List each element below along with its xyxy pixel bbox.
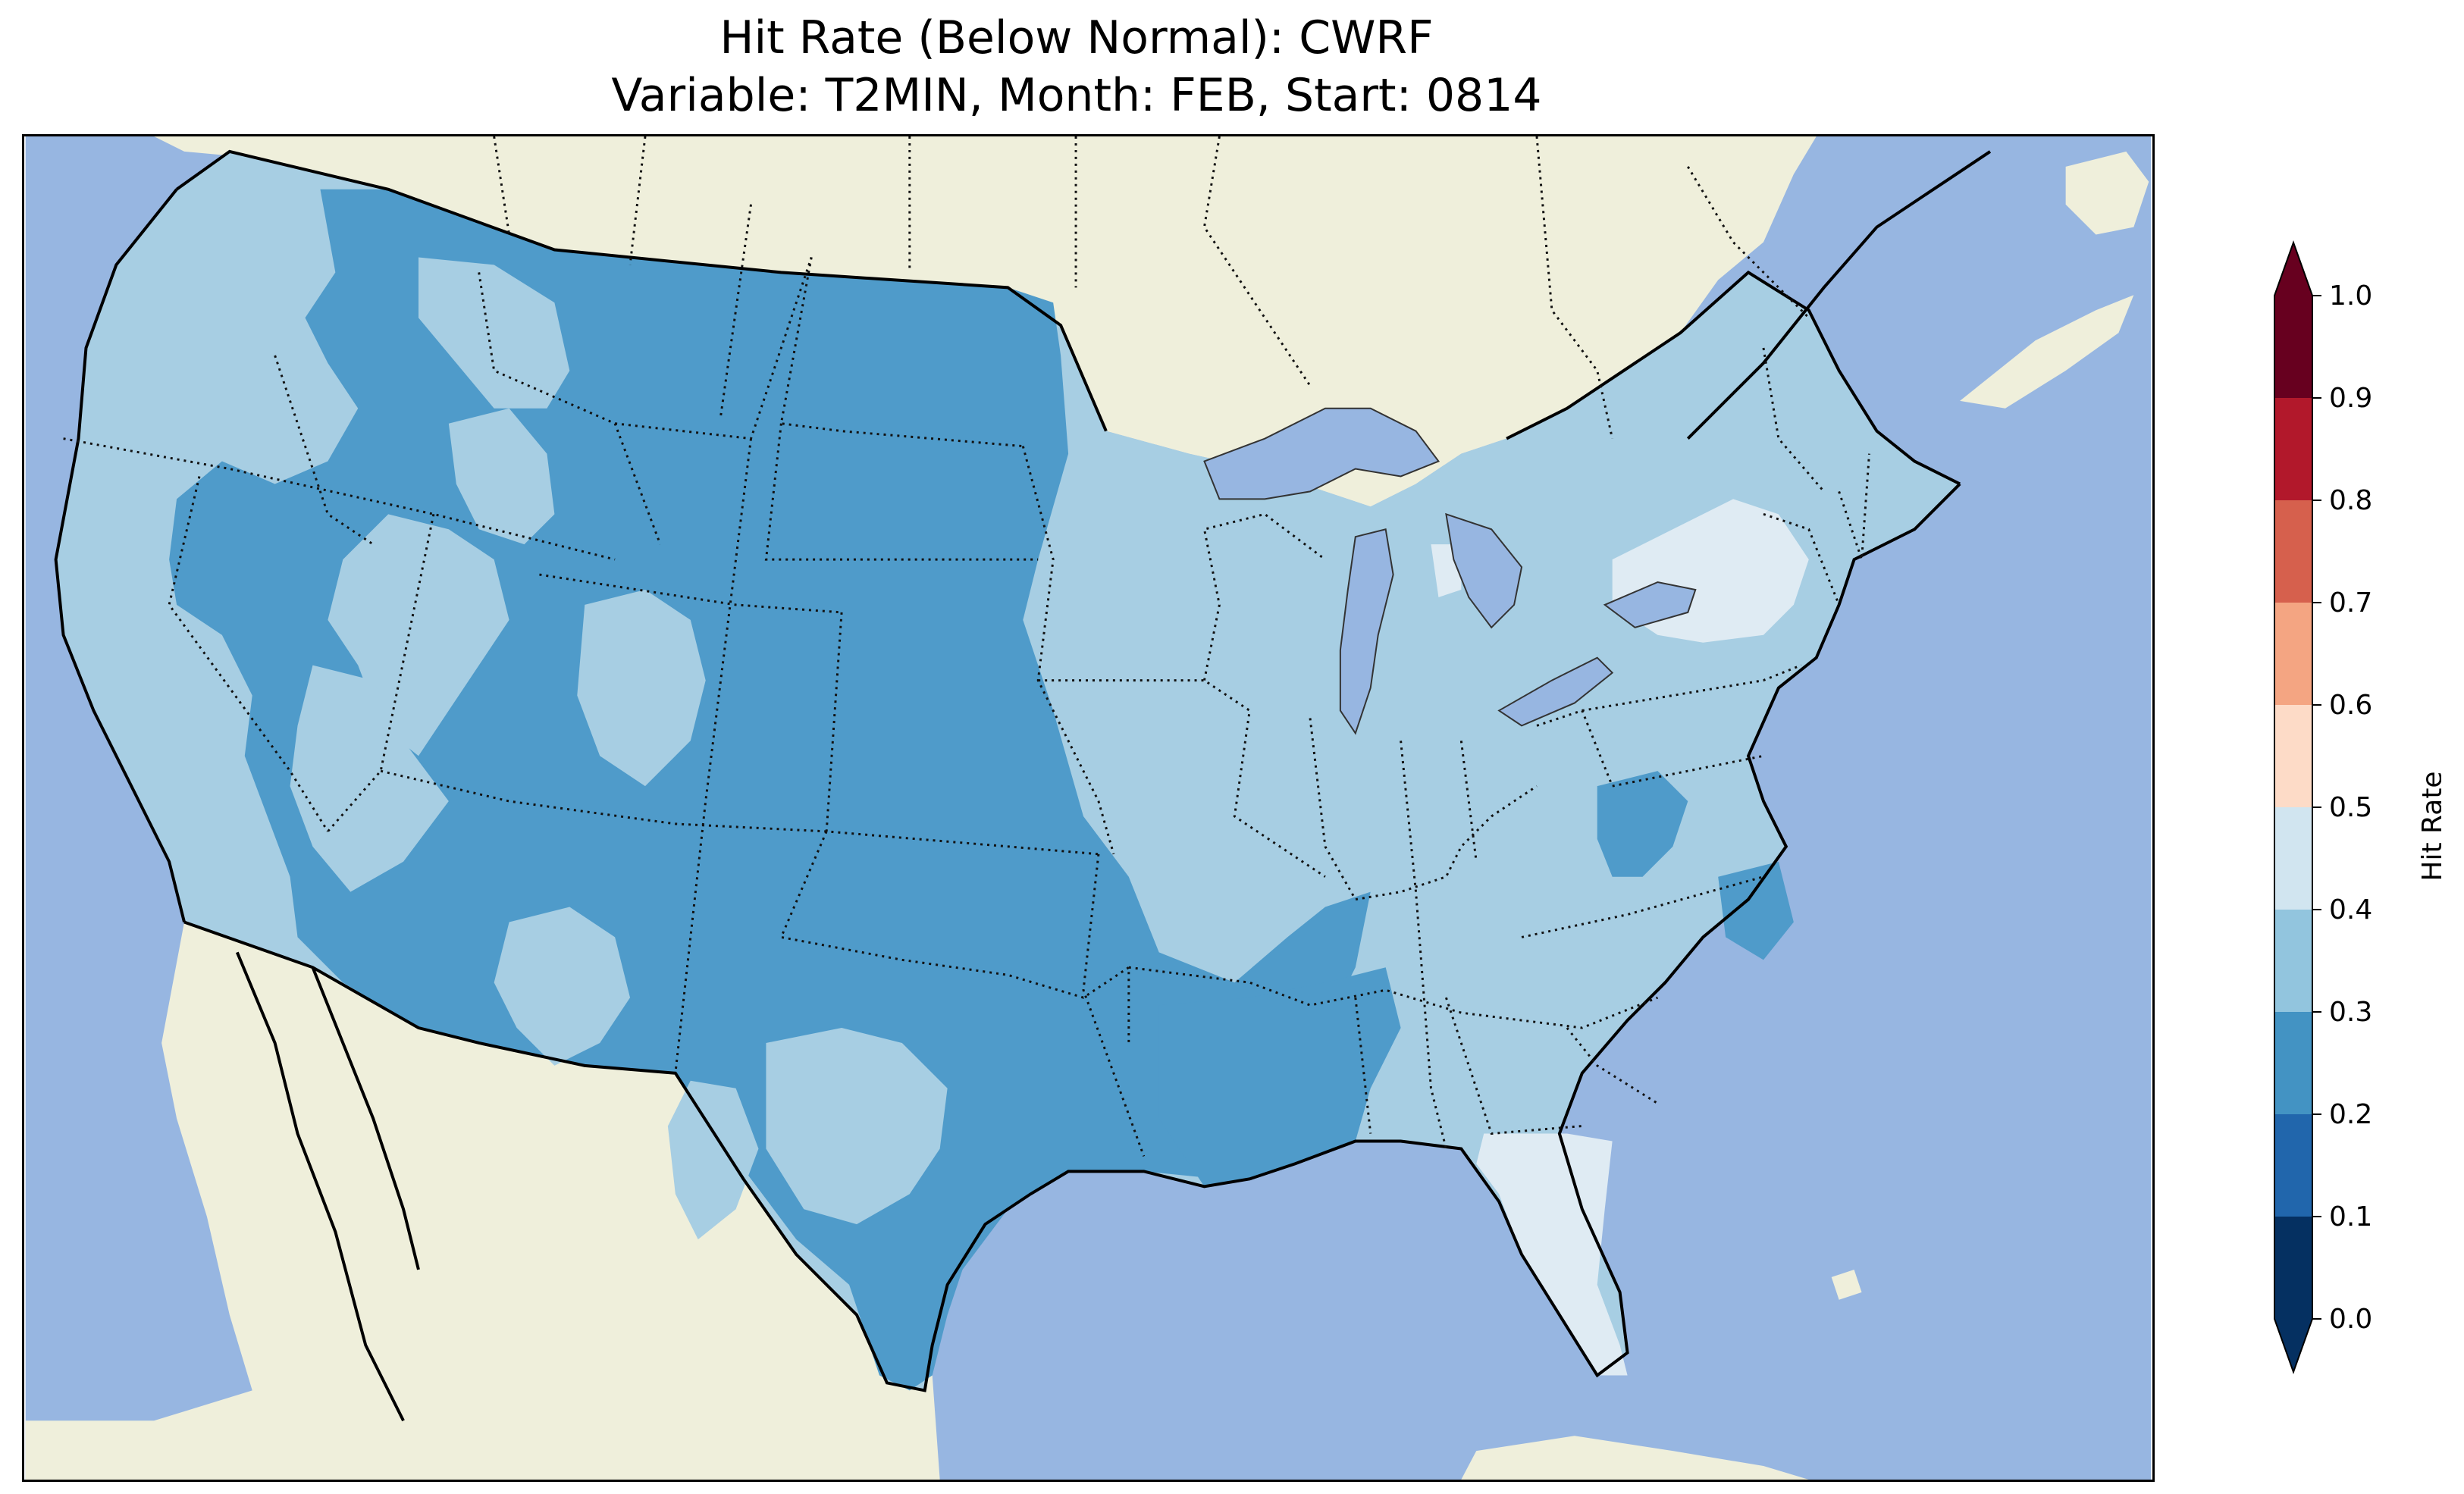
lake-ontario — [1603, 581, 1697, 628]
colorbar-tick-label: 0.7 — [2329, 587, 2372, 619]
lake-huron — [1445, 512, 1523, 629]
colorbar-bin — [2274, 500, 2312, 603]
colorbar-tick-label: 1.0 — [2329, 280, 2372, 312]
map-panel — [22, 134, 2155, 1482]
colorbar-tick-label: 0.3 — [2329, 997, 2372, 1028]
colorbar-tick-label: 0.8 — [2329, 485, 2372, 516]
cuba-land — [1461, 1436, 1809, 1480]
colorbar-label: Hit Rate — [2417, 771, 2441, 881]
colorado-hit-rate-0.3-0.4 — [577, 589, 706, 787]
southwest-hit-rate-0.3-0.4 — [290, 665, 449, 892]
map-title-line-1: Hit Rate (Below Normal): CWRF — [719, 11, 1434, 64]
lake-michigan — [1339, 528, 1394, 735]
west-texas-hit-rate-0.3-0.4 — [667, 1080, 759, 1240]
utah-hit-rate-0.3-0.4 — [448, 408, 555, 545]
colorbar-bin — [2274, 705, 2312, 807]
colorbar-tick-label: 0.9 — [2329, 383, 2372, 414]
colorbar-svg: 0.0 0.1 0.2 0.3 0.4 0.5 0.6 0.7 0.8 0.9 1.0 Hit Ra… — [2274, 240, 2448, 1374]
lower-mississippi-hit-rate-0.2-0.3 — [1158, 967, 1401, 1187]
colorbar-bin — [2274, 603, 2312, 705]
colorbar-tick-label: 0.6 — [2329, 690, 2372, 721]
map-title-line-2: Variable: T2MIN, Month: FEB, Start: 0814 — [611, 69, 1542, 122]
arizona-hit-rate-0.3-0.4 — [494, 907, 631, 1066]
florida-hit-rate-0.4-0.5 — [1476, 1133, 1628, 1376]
coastlines — [54, 149, 1992, 1422]
virginia-hit-rate-0.2-0.3 — [1597, 771, 1688, 877]
colorbar-bin — [2274, 398, 2312, 500]
state-borders — [63, 136, 1871, 1157]
hit-rate-field — [55, 151, 1961, 1391]
colorbar-bin — [2274, 1217, 2312, 1319]
newfoundland-land — [2065, 151, 2149, 235]
canada-land — [154, 136, 1817, 507]
bahamas-land — [1831, 1269, 1862, 1300]
colorbar-tick-label: 0.2 — [2329, 1099, 2372, 1130]
colorbar-bin — [2274, 1114, 2312, 1217]
colorbar-tick-label: 0.0 — [2329, 1304, 2372, 1335]
colorbar-extend-min — [2274, 1319, 2312, 1372]
colorbar-extend-max — [2274, 243, 2312, 296]
colorbar-bin — [2274, 296, 2312, 398]
lake-superior — [1203, 407, 1440, 500]
mexico-land — [25, 922, 940, 1480]
colorbar-tick-label: 0.1 — [2329, 1201, 2372, 1232]
lake-erie — [1497, 656, 1614, 727]
texas-hit-rate-0.3-0.4 — [766, 1028, 948, 1225]
great-lakes — [1203, 407, 1697, 735]
colorbar-bin — [2274, 807, 2312, 910]
colorbar-bin — [2274, 910, 2312, 1012]
colorbar-tick-label: 0.4 — [2329, 894, 2372, 926]
colorbar-tick-label: 0.5 — [2329, 792, 2372, 823]
colorbar: 0.0 0.1 0.2 0.3 0.4 0.5 0.6 0.7 0.8 0.9 1.0 Hit Ra… — [2244, 235, 2448, 1390]
colorbar-bin — [2274, 1012, 2312, 1114]
north-carolina-hit-rate-0.2-0.3 — [1718, 861, 1794, 960]
idaho-hit-rate-0.3-0.4 — [418, 257, 570, 409]
nova-scotia-land — [1960, 295, 2134, 409]
